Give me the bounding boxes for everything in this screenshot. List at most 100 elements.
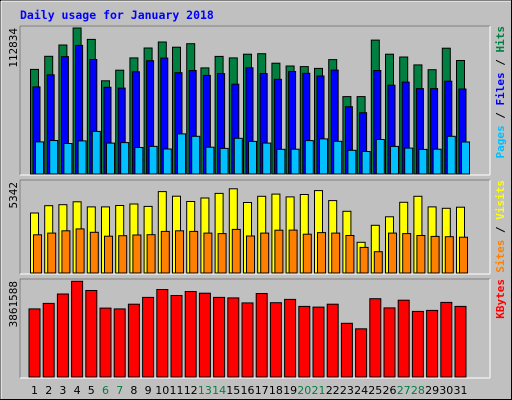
x-tick-label-22: 22 bbox=[326, 384, 340, 397]
y-max-label-hits: 112834 bbox=[7, 28, 20, 68]
bar-pages-day-6 bbox=[106, 142, 115, 175]
bar-kbytes-day-29 bbox=[426, 309, 439, 378]
bar-sites-day-11 bbox=[175, 230, 184, 274]
x-tick-label-30: 30 bbox=[439, 384, 453, 397]
bar-kbytes-day-18 bbox=[269, 302, 282, 378]
x-tick-label-23: 23 bbox=[340, 384, 354, 397]
x-tick-label-19: 19 bbox=[283, 384, 297, 397]
legend-label-hits: Pages / Files / Hits bbox=[494, 26, 507, 159]
series-kbytes-kbytes bbox=[28, 280, 467, 378]
chart-title: Daily usage for January 2018 bbox=[20, 8, 214, 22]
legend-part-kbytes-0: KBytes bbox=[494, 279, 507, 319]
bar-kbytes-day-4 bbox=[71, 280, 84, 378]
bar-pages-day-23 bbox=[347, 149, 357, 175]
legend-label-kbytes: KBytes bbox=[494, 279, 507, 319]
bar-kbytes-day-20 bbox=[298, 305, 311, 378]
x-tick-label-29: 29 bbox=[425, 384, 439, 397]
x-tick-label-31: 31 bbox=[454, 384, 468, 397]
bar-pages-day-17 bbox=[262, 142, 272, 175]
bar-kbytes-day-1 bbox=[28, 308, 41, 378]
x-tick-label-21: 21 bbox=[312, 384, 326, 397]
bar-kbytes-day-30 bbox=[440, 301, 453, 378]
x-tick-label-25: 25 bbox=[368, 384, 382, 397]
y-max-label-kbytes: 3861588 bbox=[7, 281, 20, 327]
bar-pages-day-28 bbox=[418, 148, 428, 175]
bar-sites-day-5 bbox=[89, 231, 99, 274]
x-tick-label-26: 26 bbox=[383, 384, 397, 397]
bar-sites-day-21 bbox=[317, 232, 326, 274]
bar-sites-day-15 bbox=[231, 228, 241, 274]
bar-sites-day-24 bbox=[359, 246, 369, 274]
bar-sites-day-6 bbox=[104, 235, 113, 274]
legend-part-hits-3: / bbox=[494, 53, 507, 73]
bar-sites-day-13 bbox=[203, 232, 213, 274]
bar-pages-day-3 bbox=[63, 143, 73, 175]
bar-kbytes-day-28 bbox=[411, 310, 424, 378]
x-tick-label-14: 14 bbox=[212, 384, 226, 397]
x-tick-label-11: 11 bbox=[170, 384, 184, 397]
bar-kbytes-day-16 bbox=[241, 302, 254, 378]
bar-pages-day-21 bbox=[319, 138, 328, 175]
bar-sites-day-23 bbox=[345, 235, 355, 274]
legend-label-visits: Sites / Visits bbox=[494, 180, 507, 273]
bar-sites-day-26 bbox=[388, 232, 397, 274]
panel-visits: 5342 Sites / Visits bbox=[7, 179, 507, 275]
bar-kbytes-day-21 bbox=[312, 306, 325, 378]
x-tick-label-27: 27 bbox=[397, 384, 411, 397]
bar-pages-day-15 bbox=[233, 137, 243, 175]
bar-sites-day-28 bbox=[416, 235, 426, 274]
bar-kbytes-day-19 bbox=[284, 298, 297, 378]
bar-pages-day-25 bbox=[375, 139, 385, 175]
legend-part-hits-2: Files bbox=[494, 72, 507, 105]
bar-sites-day-12 bbox=[189, 230, 199, 274]
bar-sites-day-10 bbox=[160, 230, 170, 274]
bar-kbytes-day-12 bbox=[184, 291, 197, 378]
bar-kbytes-day-3 bbox=[56, 293, 69, 378]
bar-sites-day-8 bbox=[132, 234, 142, 274]
bar-pages-day-18 bbox=[276, 148, 286, 175]
x-tick-label-1: 1 bbox=[31, 384, 38, 397]
bar-pages-day-31 bbox=[461, 141, 470, 175]
bar-kbytes-day-26 bbox=[383, 307, 396, 378]
x-tick-label-2: 2 bbox=[45, 384, 52, 397]
bar-kbytes-day-23 bbox=[340, 322, 353, 378]
bar-pages-day-1 bbox=[35, 141, 44, 175]
bar-kbytes-day-25 bbox=[369, 298, 382, 378]
bar-sites-day-4 bbox=[75, 228, 85, 274]
x-tick-label-20: 20 bbox=[297, 384, 311, 397]
bar-sites-day-17 bbox=[260, 232, 270, 274]
legend-part-hits-0: Pages bbox=[494, 125, 507, 158]
x-tick-label-28: 28 bbox=[411, 384, 425, 397]
legend-part-visits-1: / bbox=[494, 220, 507, 240]
bar-kbytes-day-24 bbox=[355, 328, 368, 378]
panel-kbytes: 3861588 KBytes bbox=[7, 278, 507, 379]
bar-pages-day-19 bbox=[290, 148, 300, 175]
bar-pages-day-12 bbox=[191, 135, 201, 175]
bar-pages-day-20 bbox=[304, 140, 314, 175]
bar-sites-day-18 bbox=[274, 229, 284, 274]
bar-pages-day-16 bbox=[248, 140, 257, 175]
x-tick-label-12: 12 bbox=[184, 384, 198, 397]
bar-pages-day-14 bbox=[219, 147, 229, 175]
bar-pages-day-4 bbox=[77, 140, 87, 175]
bar-kbytes-day-17 bbox=[255, 293, 268, 378]
y-max-label-visits: 5342 bbox=[7, 182, 20, 209]
bar-kbytes-day-14 bbox=[213, 296, 226, 378]
chart-panels: 112834 Pages / Files / Hits 5342 Sites / Vi… bbox=[7, 25, 507, 379]
series-hits-pages bbox=[35, 130, 470, 175]
x-axis-day-labels: 1 2 3 4 5 6 7 8 9 10 11 12 13 14 15 16 17 18 19 20 21 22 23 24 2… bbox=[31, 384, 468, 397]
x-tick-label-17: 17 bbox=[255, 384, 269, 397]
bar-sites-day-14 bbox=[217, 233, 227, 274]
panel-kbytes-area bbox=[20, 279, 490, 378]
bar-pages-day-2 bbox=[49, 140, 59, 175]
x-tick-label-6: 6 bbox=[102, 384, 109, 397]
bar-sites-day-3 bbox=[61, 230, 71, 274]
bar-kbytes-day-2 bbox=[42, 302, 55, 378]
x-tick-label-5: 5 bbox=[88, 384, 95, 397]
legend-part-hits-1: / bbox=[494, 106, 507, 126]
bar-kbytes-day-9 bbox=[142, 296, 155, 378]
x-tick-label-10: 10 bbox=[155, 384, 169, 397]
bar-kbytes-day-6 bbox=[99, 307, 112, 378]
bar-pages-day-5 bbox=[91, 130, 101, 175]
bar-pages-day-8 bbox=[134, 147, 144, 175]
